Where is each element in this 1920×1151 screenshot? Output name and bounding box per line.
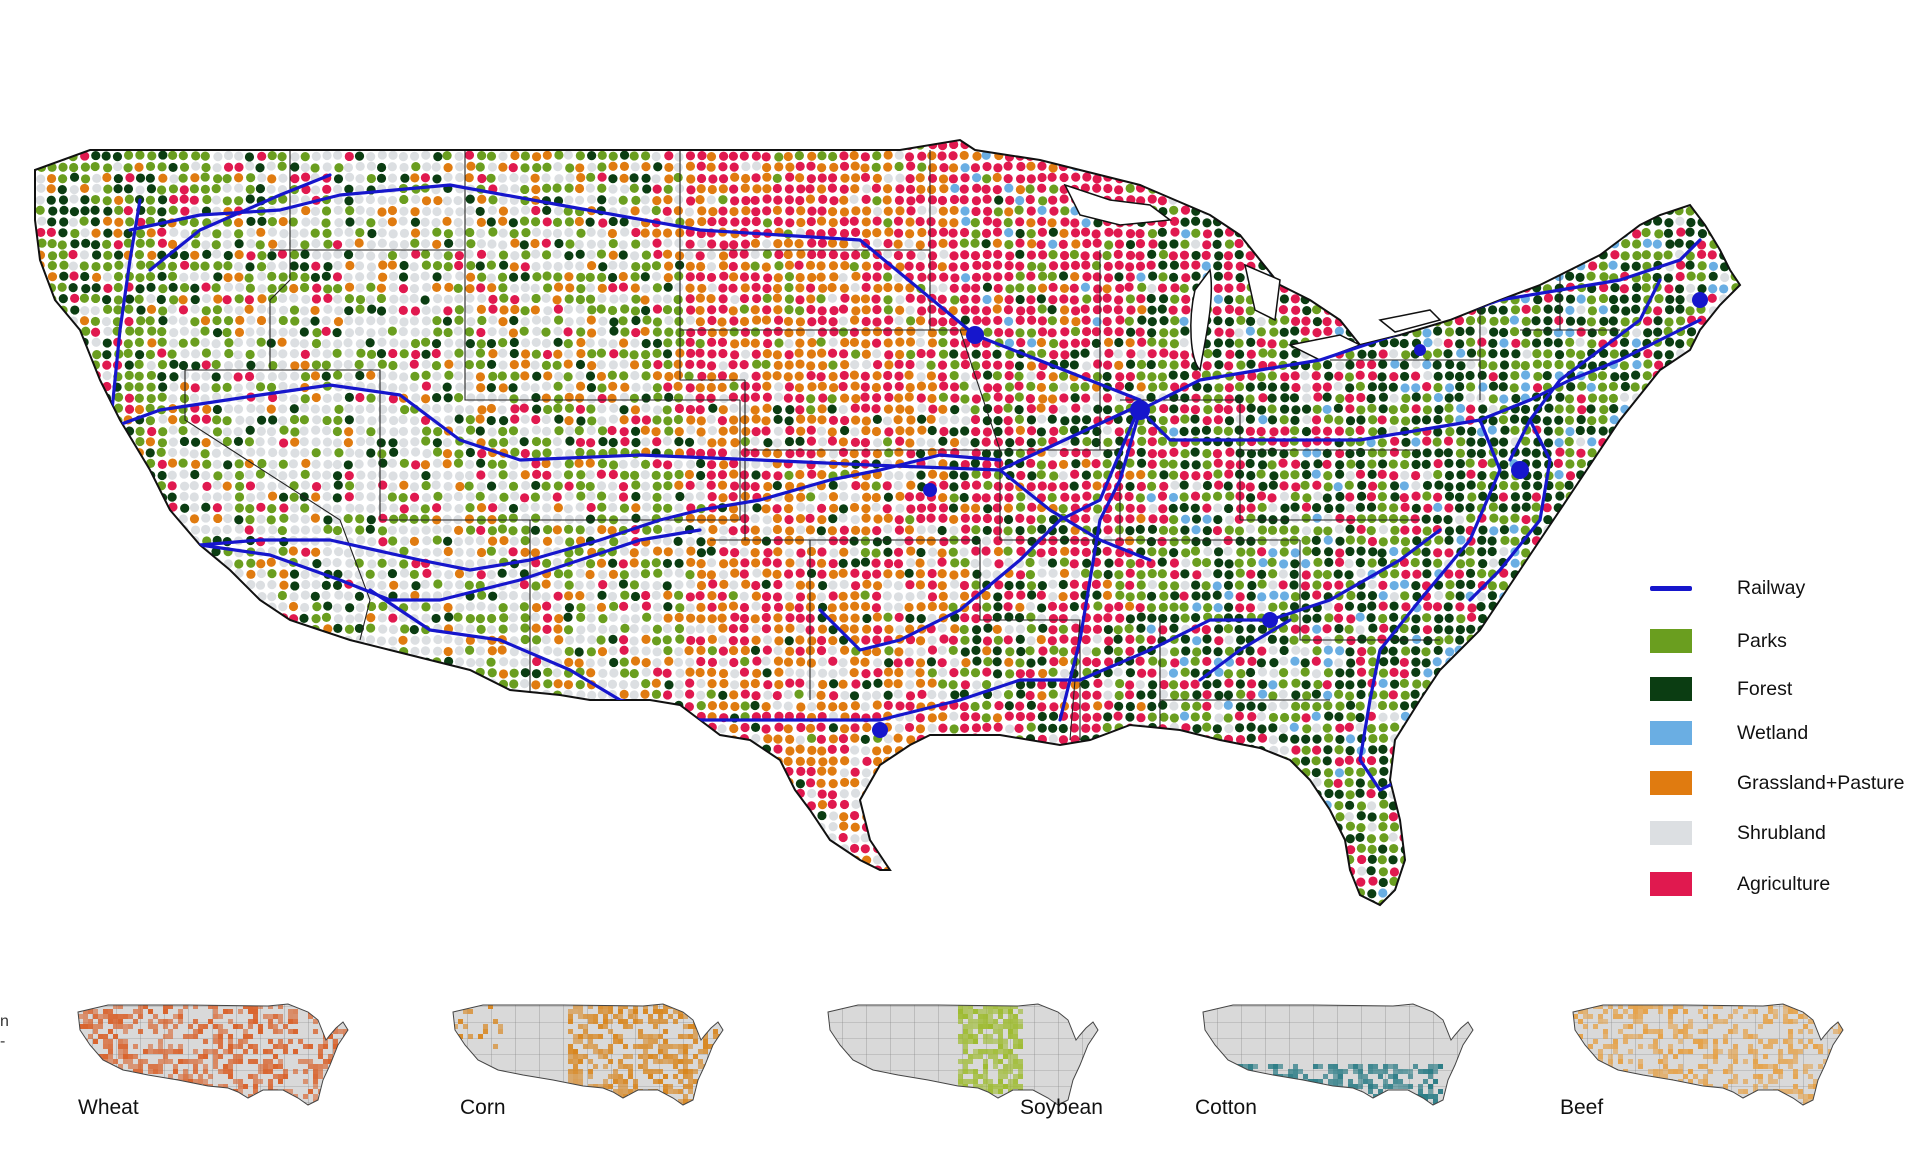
agriculture-swatch [1650,872,1692,896]
legend-item-wetland: Wetland [1650,720,1808,746]
minimap-soybean: Soybean [810,970,1150,1130]
edge-text-line: n [0,1012,9,1032]
minimap-label: Corn [460,1096,506,1120]
legend-label: Grassland+Pasture [1737,772,1904,795]
legend-item-grassland: Grassland+Pasture [1650,770,1904,796]
minimap-beef: Beef [1555,970,1895,1130]
legend-label: Forest [1737,678,1792,701]
minimap-label: Wheat [78,1096,139,1120]
minimap-wheat: Wheat [60,970,400,1130]
forest-swatch [1650,677,1692,701]
legend-label: Agriculture [1737,873,1830,896]
land-use-map [0,0,1920,960]
shrubland-swatch [1650,821,1692,845]
legend-item-shrubland: Shrubland [1650,820,1826,846]
railway-swatch [1650,586,1692,591]
edge-text: n - [0,1012,9,1052]
wetland-swatch [1650,721,1692,745]
edge-text-line: - [0,1032,9,1052]
minimap-label: Beef [1560,1096,1603,1120]
minimap-beef-svg [1555,970,1895,1130]
legend-label: Wetland [1737,722,1808,745]
parks-swatch [1650,629,1692,653]
grassland-swatch [1650,771,1692,795]
legend-item-forest: Forest [1650,676,1792,702]
legend-label: Parks [1737,630,1787,653]
legend-label: Railway [1737,577,1805,600]
minimap-corn: Corn [435,970,775,1130]
legend-label: Shrubland [1737,822,1826,845]
minimap-label: Soybean [1020,1096,1103,1120]
legend-item-parks: Parks [1650,628,1787,654]
land-use-dots [24,139,1751,909]
minimap-label: Cotton [1195,1096,1257,1120]
legend-item-railway: Railway [1650,575,1805,601]
legend-item-agriculture: Agriculture [1650,871,1830,897]
minimap-cotton: Cotton [1185,970,1525,1130]
